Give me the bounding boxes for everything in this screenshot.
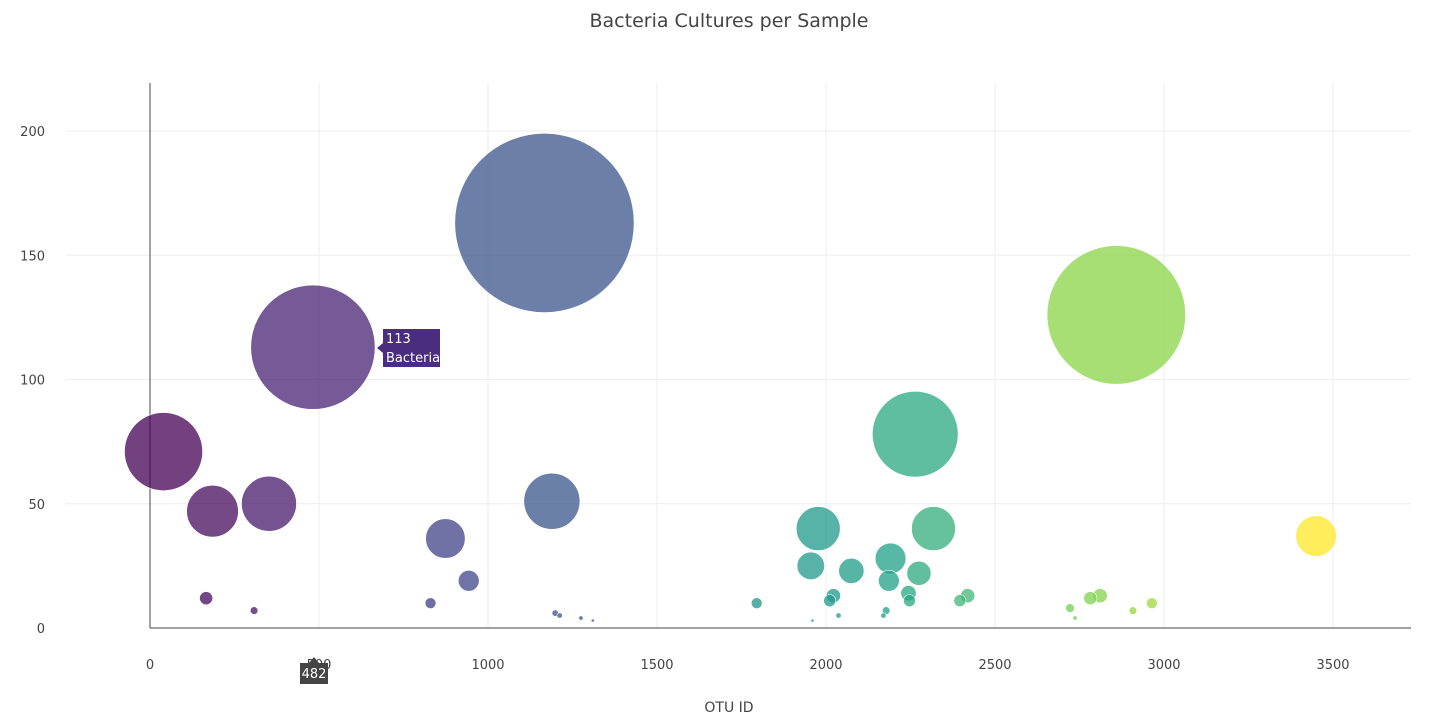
bubble-point[interactable] (1072, 615, 1078, 621)
bubble-point[interactable] (1065, 603, 1075, 613)
bubble-point[interactable] (835, 612, 842, 619)
y-tick-label: 100 (20, 374, 45, 389)
bubble-point[interactable] (874, 542, 907, 575)
bubbles (124, 132, 1337, 623)
tooltip-box (377, 329, 440, 367)
x-tick-label: 3500 (1316, 658, 1349, 673)
bubble-point[interactable] (556, 612, 563, 619)
bubble-point[interactable] (1083, 591, 1098, 606)
bubble-point[interactable] (880, 612, 887, 619)
tick-labels: 0500100015002000250030003500050100150200 (20, 125, 1349, 673)
x-tick-label: 1000 (471, 658, 504, 673)
x-tick-label: 2000 (809, 658, 842, 673)
bubble-point[interactable] (903, 594, 916, 608)
bubble-point[interactable] (241, 475, 297, 532)
bubble-point[interactable] (425, 518, 466, 559)
bubble-point[interactable] (1128, 606, 1138, 615)
bubble-point[interactable] (124, 412, 203, 491)
bubble-point[interactable] (186, 485, 239, 538)
bubble-point[interactable] (810, 618, 815, 623)
bubble-point[interactable] (1295, 515, 1337, 557)
bubble-point[interactable] (911, 506, 956, 551)
x-hover-badge-text: 482 (302, 667, 327, 682)
bubble-point[interactable] (750, 597, 763, 609)
y-tick-label: 200 (20, 125, 45, 140)
hover-tooltip: 113 Bacteria 482 (300, 329, 440, 684)
bubble-point[interactable] (872, 390, 959, 478)
bubble-point[interactable] (249, 606, 259, 615)
bubble-point[interactable] (424, 597, 437, 609)
x-axis-title: OTU ID (704, 700, 753, 716)
bubble-point[interactable] (953, 594, 967, 608)
bubble-point[interactable] (457, 570, 480, 592)
bubble-point[interactable] (1146, 597, 1158, 609)
bubble-point[interactable] (590, 618, 595, 623)
x-tick-label: 0 (146, 658, 154, 673)
bubble-point[interactable] (796, 551, 825, 580)
tooltip-label: Bacteria (386, 351, 440, 366)
bubble-point[interactable] (1046, 245, 1186, 385)
chart-title: Bacteria Cultures per Sample (590, 10, 869, 32)
tooltip-value: 113 (386, 332, 411, 347)
x-tick-label: 2500 (978, 658, 1011, 673)
bubble-point[interactable] (454, 132, 635, 313)
bubble-point[interactable] (578, 615, 584, 621)
bubble-point[interactable] (250, 284, 376, 410)
bubble-point[interactable] (878, 570, 900, 592)
y-tick-label: 50 (28, 498, 45, 513)
bubble-point[interactable] (838, 557, 865, 584)
x-hover-badge (300, 657, 328, 684)
bubble-point[interactable] (906, 560, 932, 586)
axes (149, 83, 1411, 629)
y-tick-label: 150 (20, 249, 45, 264)
bubble-point[interactable] (523, 472, 581, 530)
x-tick-label: 3000 (1147, 658, 1180, 673)
bubble-point[interactable] (795, 506, 841, 551)
bubble-point[interactable] (199, 591, 214, 606)
x-tick-label: 1500 (640, 658, 673, 673)
bubble-point[interactable] (823, 594, 837, 608)
y-tick-label: 0 (37, 622, 45, 637)
